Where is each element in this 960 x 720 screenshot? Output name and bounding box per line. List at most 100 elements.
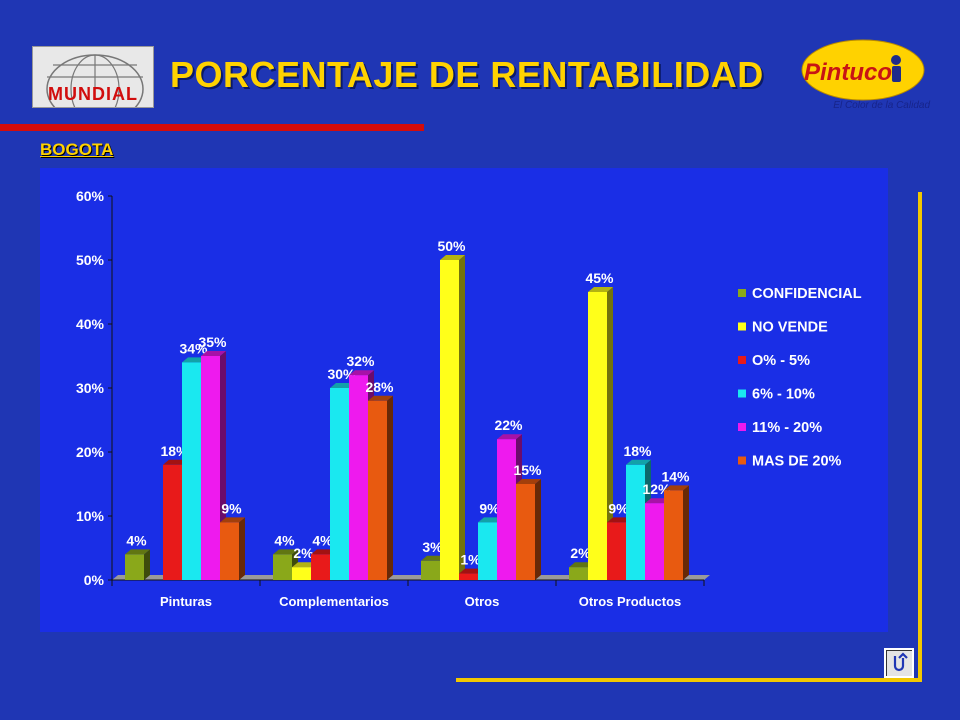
legend-swatch bbox=[738, 356, 746, 364]
page-title: PORCENTAJE DE RENTABILIDAD bbox=[170, 54, 764, 95]
bar-chart: 0% 10% 20% 30% 40% 50% 60% Pinturas Complementar… bbox=[76, 188, 862, 609]
y-tick-label: 40% bbox=[76, 316, 105, 332]
bar bbox=[292, 567, 311, 580]
bar bbox=[459, 573, 478, 580]
bar-top bbox=[421, 555, 446, 561]
bar-side bbox=[144, 549, 150, 580]
y-tick-label: 30% bbox=[76, 380, 105, 396]
legend-label: O% - 5% bbox=[752, 353, 810, 369]
bar-side bbox=[239, 517, 245, 580]
bar-top bbox=[516, 479, 541, 484]
bar-side bbox=[683, 485, 689, 580]
bar bbox=[182, 362, 201, 580]
data-label: 2% bbox=[570, 545, 591, 561]
data-label: 18% bbox=[160, 443, 189, 459]
data-label: 15% bbox=[513, 462, 542, 478]
data-label: 9% bbox=[221, 500, 242, 516]
y-tick-label: 60% bbox=[76, 188, 105, 204]
bar bbox=[125, 554, 144, 580]
data-label: 4% bbox=[312, 532, 333, 548]
data-label: 45% bbox=[585, 270, 614, 286]
bar bbox=[311, 554, 330, 580]
bar-side bbox=[459, 255, 465, 580]
data-label: 28% bbox=[365, 379, 394, 395]
bar-top bbox=[440, 255, 465, 260]
return-button[interactable] bbox=[884, 648, 914, 678]
bar-top bbox=[311, 549, 336, 555]
legend-swatch bbox=[738, 322, 746, 331]
legend-label: MAS DE 20% bbox=[752, 454, 842, 470]
legend-swatch bbox=[738, 456, 746, 465]
y-tick-label: 50% bbox=[76, 252, 105, 268]
bar bbox=[569, 567, 588, 580]
data-label: 2% bbox=[293, 545, 314, 561]
bar-top bbox=[569, 562, 594, 568]
legend-label: CONFIDENCIAL bbox=[752, 286, 862, 302]
x-tick-label: Otros bbox=[465, 594, 500, 609]
bar-side bbox=[387, 395, 393, 580]
bar-top bbox=[292, 562, 317, 568]
bar bbox=[273, 554, 292, 580]
legend-swatch bbox=[738, 289, 746, 297]
bar-top bbox=[607, 517, 632, 523]
data-label: 18% bbox=[623, 443, 652, 459]
mundial-logo-text: MUNDIAL bbox=[48, 84, 138, 104]
data-label: 32% bbox=[346, 353, 375, 369]
data-label: 22% bbox=[494, 417, 523, 433]
bar-top bbox=[349, 370, 374, 376]
y-tick-label: 20% bbox=[76, 444, 105, 460]
data-label: 14% bbox=[661, 468, 690, 484]
bar bbox=[440, 260, 459, 580]
bar-top bbox=[273, 549, 298, 555]
x-tick-label: Otros Productos bbox=[579, 594, 682, 609]
data-label: 50% bbox=[437, 238, 466, 254]
data-label: 3% bbox=[422, 539, 443, 555]
frame-line-bottom bbox=[456, 678, 922, 682]
bar-top bbox=[497, 434, 522, 440]
chart-panel: 0% 10% 20% 30% 40% 50% 60% Pinturas Complementar… bbox=[40, 168, 888, 632]
bar bbox=[163, 464, 182, 580]
legend-swatch bbox=[738, 423, 746, 431]
pintuco-tagline: El Color de la Calidad bbox=[833, 100, 930, 111]
bar bbox=[478, 522, 497, 580]
return-arrow-icon bbox=[893, 652, 908, 672]
bar bbox=[421, 560, 440, 580]
bar-top bbox=[201, 351, 226, 356]
bar-top bbox=[459, 568, 484, 574]
data-label: 4% bbox=[274, 532, 295, 548]
data-label: 35% bbox=[198, 334, 227, 350]
bar bbox=[497, 439, 516, 580]
accent-rule bbox=[0, 124, 424, 131]
bar-top bbox=[664, 485, 689, 491]
bar bbox=[201, 356, 220, 580]
bar-top bbox=[163, 459, 188, 465]
bar-top bbox=[182, 357, 207, 363]
y-tick-label: 0% bbox=[84, 572, 105, 588]
bar-top bbox=[125, 549, 150, 555]
bar-top bbox=[368, 395, 393, 401]
frame-line-right bbox=[918, 192, 922, 682]
mundial-logo: MUNDIAL bbox=[32, 46, 154, 124]
legend-label: 6% - 10% bbox=[752, 387, 815, 403]
bar bbox=[220, 522, 239, 580]
bar bbox=[349, 375, 368, 580]
data-label: 4% bbox=[126, 532, 147, 548]
bar-top bbox=[478, 517, 503, 523]
legend-label: 11% - 20% bbox=[752, 420, 822, 436]
bar bbox=[664, 490, 683, 580]
bar bbox=[626, 464, 645, 580]
bar-top bbox=[588, 287, 613, 292]
pintuco-logo: Pintuco bbox=[800, 38, 926, 112]
legend-swatch bbox=[738, 389, 746, 398]
x-tick-label: Complementarios bbox=[279, 594, 389, 609]
x-tick-label: Pinturas bbox=[160, 594, 212, 609]
data-label: 12% bbox=[642, 481, 671, 497]
bar-top bbox=[330, 383, 355, 388]
bar bbox=[330, 388, 349, 580]
bar-side bbox=[607, 287, 613, 580]
bar bbox=[516, 484, 535, 580]
pintuco-logo-text: Pintuco bbox=[804, 59, 892, 86]
chart-floor bbox=[112, 575, 710, 580]
y-tick-label: 10% bbox=[76, 508, 105, 524]
data-label: 1% bbox=[460, 552, 481, 568]
